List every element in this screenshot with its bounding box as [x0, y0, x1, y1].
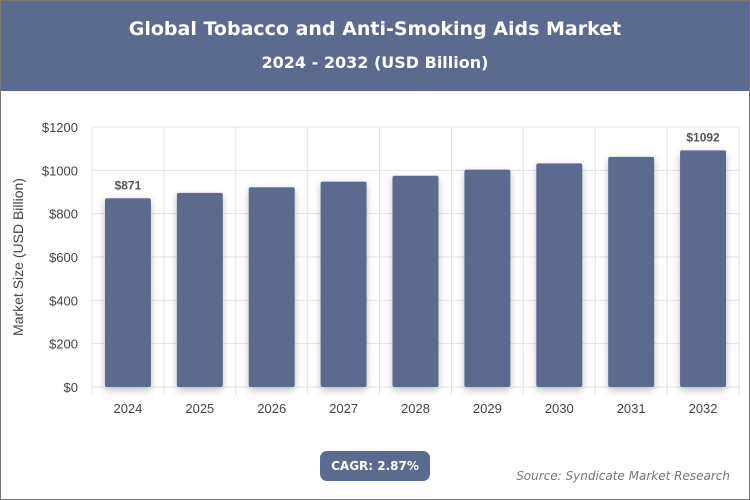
y-tick-label: $400 [49, 293, 78, 308]
x-tick-label: 2024 [113, 401, 142, 416]
bar-2025 [176, 192, 223, 387]
bar-2031 [608, 156, 655, 387]
x-tick-label: 2029 [473, 401, 502, 416]
source-note: Source: Syndicate Market Research [516, 469, 730, 483]
x-tick-label: 2031 [617, 401, 646, 416]
data-label: $871 [115, 178, 142, 192]
chart-subtitle: 2024 - 2032 (USD Billion) [261, 53, 489, 72]
bar-2029 [464, 169, 511, 387]
data-label: $1092 [686, 130, 720, 144]
cagr-badge: CAGR: 2.87% [320, 451, 430, 481]
y-tick-label: $800 [49, 207, 78, 222]
x-tick-label: 2025 [185, 401, 214, 416]
y-tick-label: $600 [49, 250, 78, 265]
y-tick-label: $1200 [42, 120, 78, 135]
y-axis-title: Market Size (USD Billion) [10, 178, 26, 336]
x-tick-label: 2030 [545, 401, 574, 416]
bar-2028 [392, 175, 439, 387]
x-tick-label: 2032 [689, 401, 718, 416]
x-tick-label: 2027 [329, 401, 358, 416]
y-tick-label: $0 [64, 380, 78, 395]
y-tick-label: $200 [49, 337, 78, 352]
chart-title: Global Tobacco and Anti-Smoking Aids Mar… [128, 18, 622, 40]
bar-2032 [680, 150, 727, 387]
bar-2030 [536, 163, 583, 387]
bar-2024 [104, 198, 151, 387]
x-tick-label: 2028 [401, 401, 430, 416]
chart-header: Global Tobacco and Anti-Smoking Aids Mar… [1, 1, 749, 91]
bar-2027 [320, 181, 367, 387]
bar-2026 [248, 187, 295, 387]
y-tick-label: $1000 [42, 163, 78, 178]
x-tick-label: 2026 [257, 401, 286, 416]
